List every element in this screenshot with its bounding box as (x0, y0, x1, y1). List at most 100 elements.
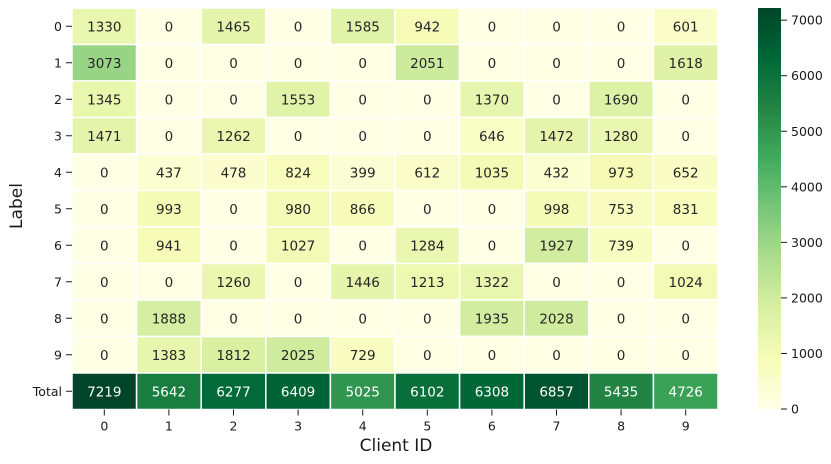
colorbar-tick-label: 5000 (791, 124, 823, 139)
cell-value-label: 0 (358, 56, 367, 72)
colorbar-tick-label: 4000 (791, 179, 823, 194)
cell-value-label: 0 (552, 19, 561, 35)
heatmap-cell (523, 299, 590, 338)
heatmap-cell (458, 226, 525, 265)
cell-value-label: 0 (552, 348, 561, 364)
cell-value-label: 1213 (410, 275, 444, 291)
cell-value-label: 1935 (475, 311, 509, 327)
heatmap-cell (588, 226, 655, 265)
heatmap-cell (523, 7, 590, 46)
heatmap-cell (458, 335, 525, 374)
cell-value-label: 0 (100, 348, 109, 364)
colorbar-ticks: 0 1000 2000 3000 4000 5000 6000 7000 (781, 13, 823, 417)
cell-value-label: 3073 (87, 56, 121, 72)
cell-value-label: 0 (617, 311, 626, 327)
cell-value-label: 0 (165, 129, 174, 145)
cell-value-label: 1370 (475, 92, 509, 108)
heatmap-cell (135, 7, 202, 46)
cell-value-label: 5025 (346, 384, 380, 400)
cell-value-label: 0 (165, 56, 174, 72)
cell-value-label: 1262 (216, 129, 250, 145)
cell-value-label: 0 (229, 238, 238, 254)
x-tick-label: 8 (617, 419, 625, 434)
cell-value-label: 7219 (87, 384, 121, 400)
heatmap-cell (135, 43, 202, 82)
heatmap-cell (135, 299, 202, 338)
heatmap-cell (329, 372, 396, 411)
cell-value-label: 1284 (410, 238, 444, 254)
colorbar-tick-label: 6000 (791, 68, 823, 83)
cell-value-label: 0 (488, 202, 497, 218)
heatmap-cell (588, 153, 655, 192)
cell-value-label: 0 (681, 311, 690, 327)
heatmap-cell (588, 262, 655, 301)
cell-value-label: 0 (423, 92, 432, 108)
cell-value-label: 437 (156, 165, 182, 181)
cell-value-label: 0 (423, 202, 432, 218)
heatmap-cell (135, 262, 202, 301)
heatmap-cell (329, 262, 396, 301)
heatmap-cell (71, 226, 138, 265)
cell-value-label: 824 (285, 165, 311, 181)
heatmap-cell (71, 116, 138, 155)
cell-value-label: 998 (544, 202, 570, 218)
x-tick-label: 7 (553, 419, 561, 434)
heatmap-cell (394, 226, 461, 265)
heatmap-cell (394, 43, 461, 82)
heatmap-cell (200, 189, 267, 228)
cell-value-label: 646 (479, 129, 505, 145)
cell-value-label: 6277 (216, 384, 250, 400)
cell-value-label: 5435 (604, 384, 638, 400)
cell-value-label: 973 (608, 165, 634, 181)
heatmap-cell (652, 153, 719, 192)
heatmap-cell (135, 153, 202, 192)
heatmap-cells: 1330 0 1465 0 1585 942 0 0 0 601 3073 0 0 0 0 2051 0 0 0 16… (71, 7, 719, 411)
heatmap-cell (588, 335, 655, 374)
cell-value-label: 6102 (410, 384, 444, 400)
heatmap-cell (523, 226, 590, 265)
cell-value-label: 980 (285, 202, 311, 218)
x-tick-label: 2 (230, 419, 238, 434)
heatmap-cell (71, 335, 138, 374)
cell-value-label: 1618 (669, 56, 703, 72)
heatmap-cell (458, 43, 525, 82)
cell-value-label: 0 (423, 311, 432, 327)
cell-value-label: 0 (100, 238, 109, 254)
cell-value-label: 1465 (216, 19, 250, 35)
cell-value-label: 0 (294, 311, 303, 327)
cell-value-label: 2051 (410, 56, 444, 72)
heatmap-cell (523, 262, 590, 301)
y-tick-label: 5 (54, 201, 62, 216)
colorbar-tick-label: 1000 (791, 346, 823, 361)
y-tick-label: 8 (54, 311, 62, 326)
cell-value-label: 1472 (539, 129, 573, 145)
heatmap-cell (523, 372, 590, 411)
heatmap-cell (588, 43, 655, 82)
heatmap-cell (652, 80, 719, 119)
y-tick-label: 2 (54, 92, 62, 107)
cell-value-label: 1260 (216, 275, 250, 291)
heatmap-cell (394, 7, 461, 46)
cell-value-label: 432 (544, 165, 570, 181)
heatmap-cell (652, 372, 719, 411)
cell-value-label: 0 (358, 92, 367, 108)
cell-value-label: 0 (488, 238, 497, 254)
cell-value-label: 0 (229, 56, 238, 72)
cell-value-label: 0 (617, 348, 626, 364)
cell-value-label: 0 (294, 129, 303, 145)
heatmap-cell (265, 189, 332, 228)
heatmap-cell (71, 189, 138, 228)
cell-value-label: 1345 (87, 92, 121, 108)
cell-value-label: 0 (423, 129, 432, 145)
heatmap-cell (200, 372, 267, 411)
cell-value-label: 831 (673, 202, 699, 218)
cell-value-label: 753 (608, 202, 634, 218)
heatmap-cell (523, 335, 590, 374)
cell-value-label: 739 (608, 238, 634, 254)
cell-value-label: 941 (156, 238, 182, 254)
y-tick-label: 7 (54, 274, 62, 289)
cell-value-label: 993 (156, 202, 182, 218)
x-tick-label: 0 (100, 419, 108, 434)
heatmap-cell (135, 80, 202, 119)
cell-value-label: 942 (414, 19, 440, 35)
